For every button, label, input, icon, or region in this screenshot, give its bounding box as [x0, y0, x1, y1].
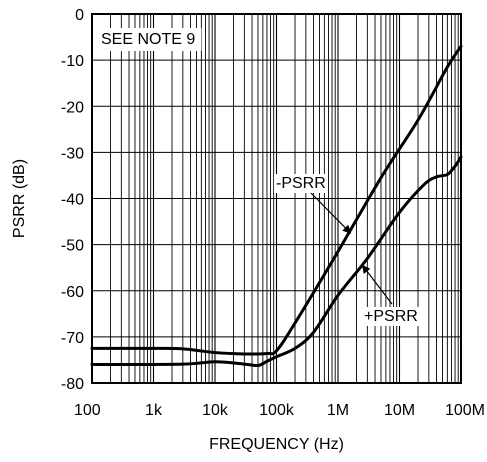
x-axis-title: FREQUENCY (Hz) [209, 436, 344, 453]
plot-frame [91, 13, 462, 384]
y-tick-label: -80 [61, 376, 84, 393]
annotation-label-background [274, 174, 328, 193]
y-tick-label: -20 [61, 99, 84, 116]
annotation-label: -PSRR [276, 175, 326, 192]
y-tick-label: 0 [75, 7, 84, 24]
y-tick-label: -70 [61, 330, 84, 347]
note-background [95, 28, 202, 51]
series-layer [90, 44, 463, 368]
x-tick-label: 100M [445, 402, 485, 419]
series-line-plusminus-psrr [90, 155, 463, 368]
annotation-arrow [361, 264, 393, 305]
grid [92, 14, 461, 383]
x-tick-label: 1k [145, 402, 163, 419]
annotation-label: +PSRR [364, 308, 418, 325]
x-axis-ticks: 100 1k 10k 100k 1M 10M 100M [74, 402, 485, 419]
x-tick-label: 100k [259, 402, 295, 419]
annotations: -PSRR +PSRR [274, 174, 420, 326]
y-axis-ticks: 0 -10 -20 -30 -40 -50 -60 -70 -80 [61, 7, 84, 393]
annotation-arrow [309, 191, 352, 234]
y-tick-label: -40 [61, 192, 84, 209]
series-line-minus-psrr [90, 44, 463, 356]
y-tick-label: -50 [61, 238, 84, 255]
y-tick-label: -30 [61, 145, 84, 162]
y-axis-title: PSRR (dB) [11, 159, 28, 238]
x-tick-label: 1M [327, 402, 349, 419]
note-label: SEE NOTE 9 [101, 31, 195, 48]
y-tick-label: -10 [61, 53, 84, 70]
annotation-label-background [362, 307, 420, 326]
y-tick-label: -60 [61, 284, 84, 301]
x-tick-label: 10k [202, 402, 229, 419]
x-tick-label: 10M [384, 402, 415, 419]
x-tick-label: 100 [74, 402, 101, 419]
